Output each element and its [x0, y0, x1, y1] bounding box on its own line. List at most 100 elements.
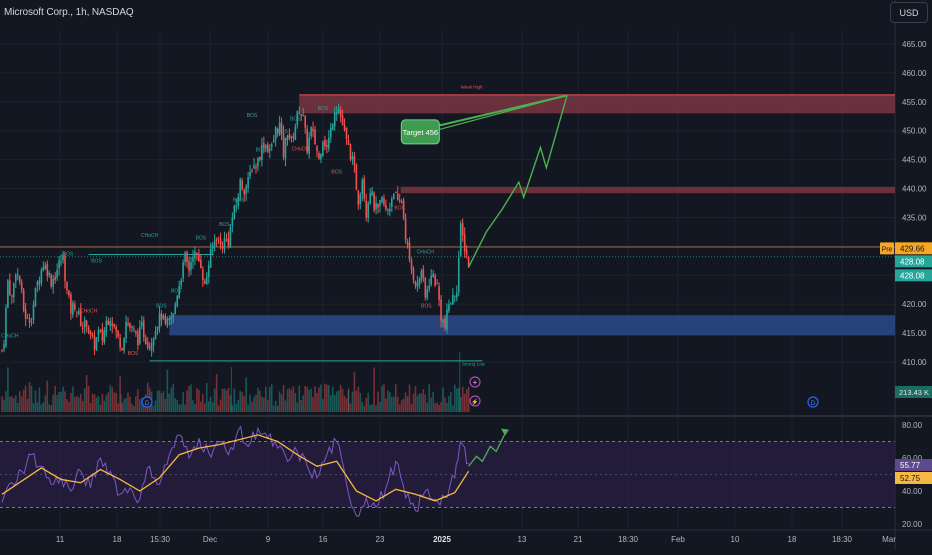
volume-bar	[26, 398, 29, 412]
candle-body	[221, 246, 224, 249]
candle-body	[156, 326, 159, 331]
candle-body	[160, 313, 163, 321]
volume-bar	[221, 389, 224, 412]
candle-body	[351, 156, 354, 160]
candle-body	[274, 127, 277, 140]
candle-body	[129, 323, 131, 328]
volume-bar	[459, 352, 461, 412]
volume-bar	[459, 396, 462, 412]
candle-body	[418, 279, 421, 285]
candle-body	[245, 185, 247, 194]
volume-bar	[398, 404, 401, 412]
volume-bar	[223, 388, 226, 412]
candle-body	[198, 253, 200, 262]
candle-body	[139, 327, 141, 344]
candle-body	[50, 274, 53, 287]
volume-bar	[133, 405, 135, 412]
candle-body	[119, 337, 121, 348]
candle-body	[400, 200, 403, 202]
candle-body	[186, 251, 188, 262]
time-tick-label: 21	[574, 535, 583, 544]
volume-bar	[351, 391, 354, 412]
candle-body	[440, 299, 442, 321]
candle-body	[202, 269, 204, 281]
candle-body	[62, 254, 64, 261]
volume-bar	[127, 392, 129, 412]
candle-body	[99, 330, 102, 332]
candle-body	[436, 283, 438, 285]
volume-bar	[178, 404, 180, 412]
volume-bar	[66, 399, 68, 412]
price-tick-label: 415.00	[902, 329, 927, 338]
candle-body	[339, 109, 342, 117]
volume-bar	[341, 389, 344, 412]
candle-body	[117, 330, 119, 337]
volume-bar	[158, 390, 161, 412]
candle-body	[255, 166, 257, 169]
volume-bar	[3, 399, 5, 412]
last-price-value: 428.08	[900, 271, 925, 280]
volume-bar	[105, 395, 108, 412]
candle-body	[158, 312, 161, 328]
candle-body	[288, 133, 291, 139]
pre-badge-label: Pre	[882, 246, 893, 253]
volume-bar	[62, 386, 64, 412]
volume-bar	[274, 400, 277, 412]
flash-icon[interactable]	[469, 395, 481, 407]
candle-body	[140, 322, 143, 327]
volume-bar	[107, 392, 110, 412]
candle-body	[225, 239, 228, 241]
candle-body	[38, 280, 41, 285]
volume-bar	[430, 397, 432, 412]
volume-bar	[225, 390, 228, 412]
dividend-icon[interactable]	[141, 396, 153, 408]
volume-bar	[333, 395, 336, 412]
candle-body	[9, 280, 11, 295]
candle-body	[7, 280, 9, 309]
candle-body	[133, 328, 135, 330]
candle-body	[170, 317, 173, 320]
candle-body	[357, 190, 360, 206]
currency-button[interactable]: USD	[890, 2, 928, 23]
candle-body	[249, 171, 251, 177]
candle-body	[389, 208, 391, 212]
last-price-badge	[895, 255, 932, 268]
volume-bar	[339, 384, 342, 412]
candle-body	[404, 218, 407, 240]
candle-body	[251, 170, 253, 172]
volume-bar	[227, 387, 230, 412]
dividend-icon[interactable]	[807, 396, 819, 408]
candle-body	[36, 281, 39, 286]
candle-body	[278, 122, 281, 136]
volume-bar	[377, 391, 379, 412]
candle-body	[5, 307, 7, 347]
candle-body	[459, 223, 462, 256]
volume-bar	[213, 388, 216, 412]
volume-bar	[211, 402, 214, 412]
candle-body	[457, 257, 460, 293]
volume-bar	[166, 369, 169, 412]
price-tick-label: 455.00	[902, 98, 927, 107]
volume-bar	[428, 384, 431, 412]
volume-bar	[58, 392, 60, 412]
candle-body	[465, 249, 468, 255]
candle-body	[115, 327, 117, 332]
candle-body	[176, 295, 179, 307]
candle-body	[371, 191, 373, 196]
volume-bar	[93, 394, 96, 412]
volume-bar	[434, 403, 436, 412]
candle-body	[76, 311, 78, 313]
earnings-plus-icon[interactable]	[469, 376, 481, 388]
structure-label: BOS	[421, 304, 432, 310]
volume-bar	[16, 403, 19, 412]
target-line	[438, 94, 568, 131]
volume-bar	[444, 397, 446, 412]
volume-bar	[215, 373, 218, 412]
volume-bar	[172, 384, 175, 412]
time-tick-label: 9	[266, 535, 271, 544]
candle-body	[452, 294, 454, 305]
volume-bar	[68, 401, 70, 412]
volume-bar	[230, 367, 232, 412]
structure-label: BOS	[63, 252, 74, 258]
